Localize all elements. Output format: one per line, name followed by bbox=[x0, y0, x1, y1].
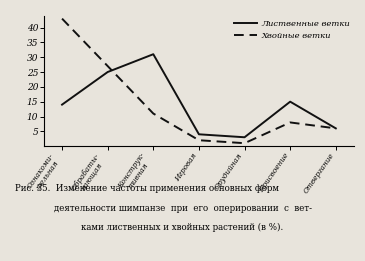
Text: ками лиственных и хвойных растений (в %).: ками лиственных и хвойных растений (в %)… bbox=[81, 223, 284, 232]
Text: Рис. 35.  Изменение частоты применения основных форм: Рис. 35. Изменение частоты применения ос… bbox=[15, 184, 278, 193]
Legend: Лиственные ветки, Хвойные ветки: Лиственные ветки, Хвойные ветки bbox=[234, 20, 350, 40]
Text: деятельности шимпанзе  при  его  оперировании  с  вет-: деятельности шимпанзе при его оперирован… bbox=[54, 204, 311, 212]
